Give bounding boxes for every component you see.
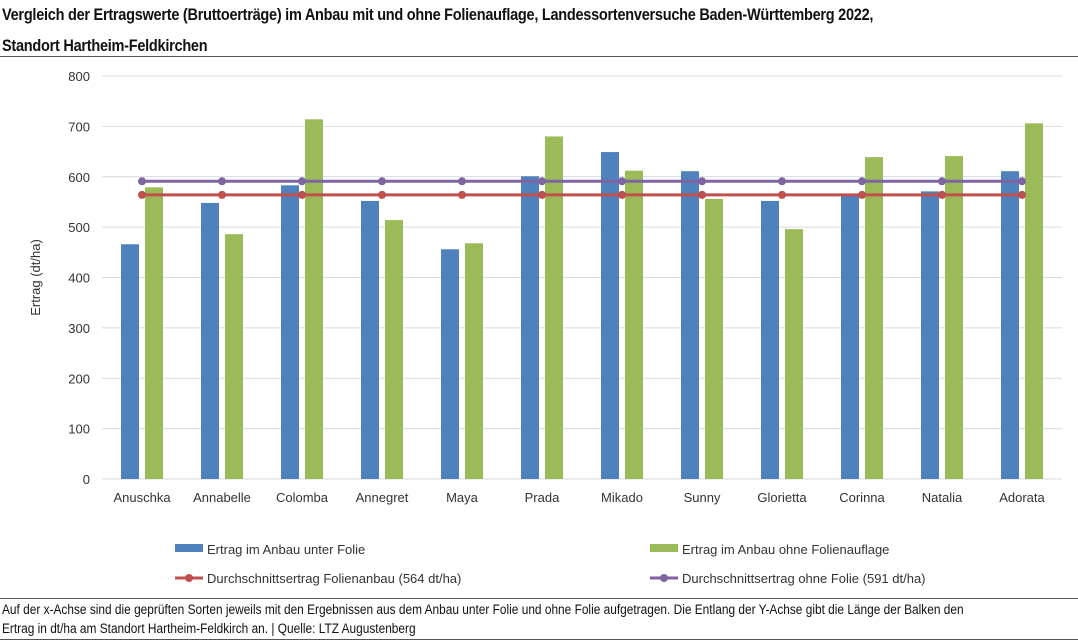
y-tick-label: 600: [68, 170, 90, 185]
caption-line-2: Ertrag in dt/ha am Standort Hartheim-Fel…: [2, 621, 416, 636]
line-marker: [138, 190, 146, 199]
bar-ohne-folie: [705, 198, 723, 480]
bar-unter-folie: [841, 195, 859, 480]
line-marker: [778, 177, 786, 186]
bar-unter-folie: [1001, 171, 1019, 480]
line-marker: [1018, 190, 1026, 199]
x-tick-label: Glorietta: [757, 490, 807, 505]
y-tick-label: 400: [68, 271, 90, 286]
line-marker: [218, 177, 226, 186]
line-marker: [858, 190, 866, 199]
bar-ohne-folie: [225, 234, 243, 479]
line-marker: [218, 190, 226, 199]
x-tick-label: Natalia: [922, 490, 963, 505]
x-tick-label: Adorata: [999, 490, 1045, 505]
title-line-2: Standort Hartheim-Feldkirchen: [2, 37, 208, 55]
bar-ohne-folie: [145, 187, 163, 480]
bar-ohne-folie: [1025, 123, 1043, 479]
line-marker: [618, 177, 626, 186]
caption-divider: [0, 598, 1078, 599]
bar-unter-folie: [921, 191, 939, 479]
y-tick-label: 0: [83, 472, 90, 487]
bar-ohne-folie: [545, 136, 563, 479]
bar-unter-folie: [761, 200, 779, 479]
bar-chart: 0 100 200 300 400 500 600 700 800 Ertrag (dt/ha) A…: [28, 69, 1062, 586]
bar-ohne-folie: [385, 220, 403, 479]
line-marker: [698, 190, 706, 199]
y-tick-label: 200: [68, 371, 90, 386]
legend-swatch: [175, 544, 203, 552]
bar-unter-folie: [121, 244, 139, 479]
x-tick-label: Sunny: [684, 490, 721, 505]
y-tick-label: 800: [68, 69, 90, 84]
y-tick-label: 300: [68, 321, 90, 336]
x-tick-label: Annegret: [356, 490, 409, 505]
bar-ohne-folie: [785, 229, 803, 479]
y-tick-label: 700: [68, 119, 90, 134]
legend-label: Durchschnittsertrag Folienanbau (564 dt/…: [207, 571, 461, 586]
line-marker: [1018, 177, 1026, 186]
legend-label: Ertrag im Anbau unter Folie: [207, 542, 365, 557]
legend-swatch: [650, 544, 678, 552]
x-tick-label: Maya: [446, 490, 479, 505]
bar-unter-folie: [521, 176, 539, 479]
bar-unter-folie: [281, 185, 299, 479]
x-tick-label: Mikado: [601, 490, 643, 505]
y-axis-label: Ertrag (dt/ha): [28, 239, 43, 316]
x-tick-label: Colomba: [276, 490, 329, 505]
title-line-1: Vergleich der Ertragswerte (Bruttoerträg…: [2, 6, 874, 24]
line-marker: [378, 177, 386, 186]
top-divider: [0, 56, 1078, 57]
line-marker: [138, 177, 146, 186]
legend-label: Ertrag im Anbau ohne Folienauflage: [682, 542, 889, 557]
legend-label: Durchschnittsertrag ohne Folie (591 dt/h…: [682, 571, 926, 586]
bar-ohne-folie: [945, 156, 963, 479]
line-marker: [618, 190, 626, 199]
caption-line-1: Auf der x-Achse sind die geprüften Sorte…: [2, 602, 964, 617]
line-marker: [458, 177, 466, 186]
bar-unter-folie: [601, 152, 619, 479]
line-marker: [538, 190, 546, 199]
y-tick-label: 500: [68, 220, 90, 235]
bottom-divider: [0, 639, 1078, 640]
y-tick-label: 100: [68, 422, 90, 437]
line-marker: [298, 177, 306, 186]
bar-ohne-folie: [865, 157, 883, 479]
bar-unter-folie: [441, 249, 459, 479]
x-tick-label: Corinna: [839, 490, 885, 505]
bar-unter-folie: [681, 171, 699, 480]
line-marker: [698, 177, 706, 186]
bar-ohne-folie: [465, 243, 483, 479]
bar-ohne-folie: [625, 170, 643, 479]
line-marker: [938, 177, 946, 186]
x-tick-label: Anuschka: [113, 490, 171, 505]
legend-marker: [185, 574, 193, 582]
line-marker: [778, 190, 786, 199]
line-marker: [458, 190, 466, 199]
bar-unter-folie: [201, 202, 219, 479]
line-marker: [938, 190, 946, 199]
line-marker: [858, 177, 866, 186]
x-tick-label: Annabelle: [193, 490, 251, 505]
line-marker: [298, 190, 306, 199]
legend-marker: [660, 574, 668, 582]
line-marker: [538, 177, 546, 186]
bar-ohne-folie: [305, 119, 323, 479]
line-marker: [378, 190, 386, 199]
bar-unter-folie: [361, 200, 379, 479]
x-tick-label: Prada: [525, 490, 560, 505]
chart-title: Vergleich der Ertragswerte (Bruttoerträg…: [2, 0, 1076, 62]
caption: Auf der x-Achse sind die geprüften Sorte…: [2, 600, 1058, 638]
